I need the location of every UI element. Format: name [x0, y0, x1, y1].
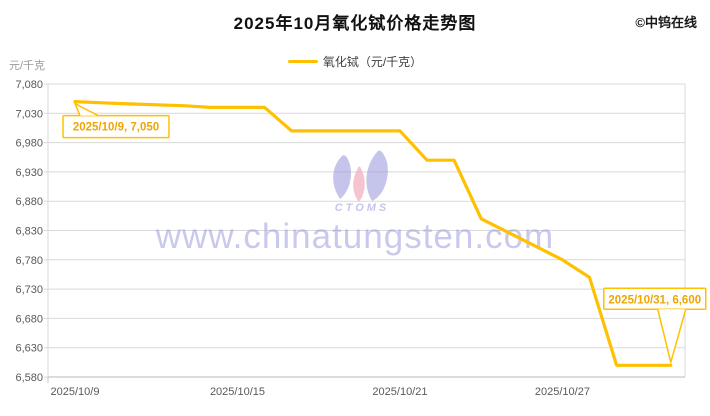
y-tick-label: 6,830: [15, 226, 43, 238]
price-line: [73, 99, 673, 367]
watermark-logo: CTOMS: [333, 150, 390, 214]
data-label-box: [603, 287, 707, 311]
x-tick-label: 2025/10/9: [51, 386, 100, 398]
data-label-pointer-outline: [657, 309, 687, 366]
y-tick-label: 6,630: [15, 343, 43, 355]
data-label-pointer-fill: [657, 309, 686, 363]
y-tick-label: 6,580: [15, 372, 43, 384]
x-tick-label: 2025/10/21: [372, 386, 427, 398]
y-tick-label: 6,780: [15, 255, 43, 267]
legend-line-swatch: [287, 60, 318, 63]
y-axis-unit-label: 元/千克: [9, 60, 46, 72]
y-tick-label: 7,080: [15, 79, 43, 91]
x-tick-label: 2025/10/27: [535, 386, 590, 398]
page-title: 2025年10月氧化铽价格走势图: [233, 14, 477, 33]
data-label-box: [62, 114, 170, 139]
y-tick-label: 6,680: [15, 313, 43, 325]
y-tick-label: 6,730: [15, 284, 43, 296]
data-label-text: 2025/10/9, 7,050: [73, 122, 159, 134]
watermark-logo-text: CTOMS: [335, 202, 390, 214]
watermark-flame-middle: [353, 166, 365, 202]
legend-label: 氧化铽（元/千克）: [322, 55, 423, 69]
copyright-label: ©中钨在线: [635, 15, 697, 30]
data-label-text: 2025/10/31, 6,600: [608, 294, 701, 306]
y-tick-label: 7,030: [15, 108, 43, 120]
y-tick-label: 6,930: [15, 167, 43, 179]
y-tick-label: 6,980: [15, 138, 43, 150]
watermark-flame-right: [366, 150, 388, 201]
watermark-flame-left: [333, 155, 351, 199]
legend: 氧化铽（元/千克）: [0, 53, 710, 70]
data-label-pointer-outline: [73, 101, 99, 117]
watermark-url-text: www.chinatungsten.com: [155, 217, 554, 256]
x-tick-label: 2025/10/15: [210, 386, 265, 398]
y-tick-label: 6,880: [15, 196, 43, 208]
